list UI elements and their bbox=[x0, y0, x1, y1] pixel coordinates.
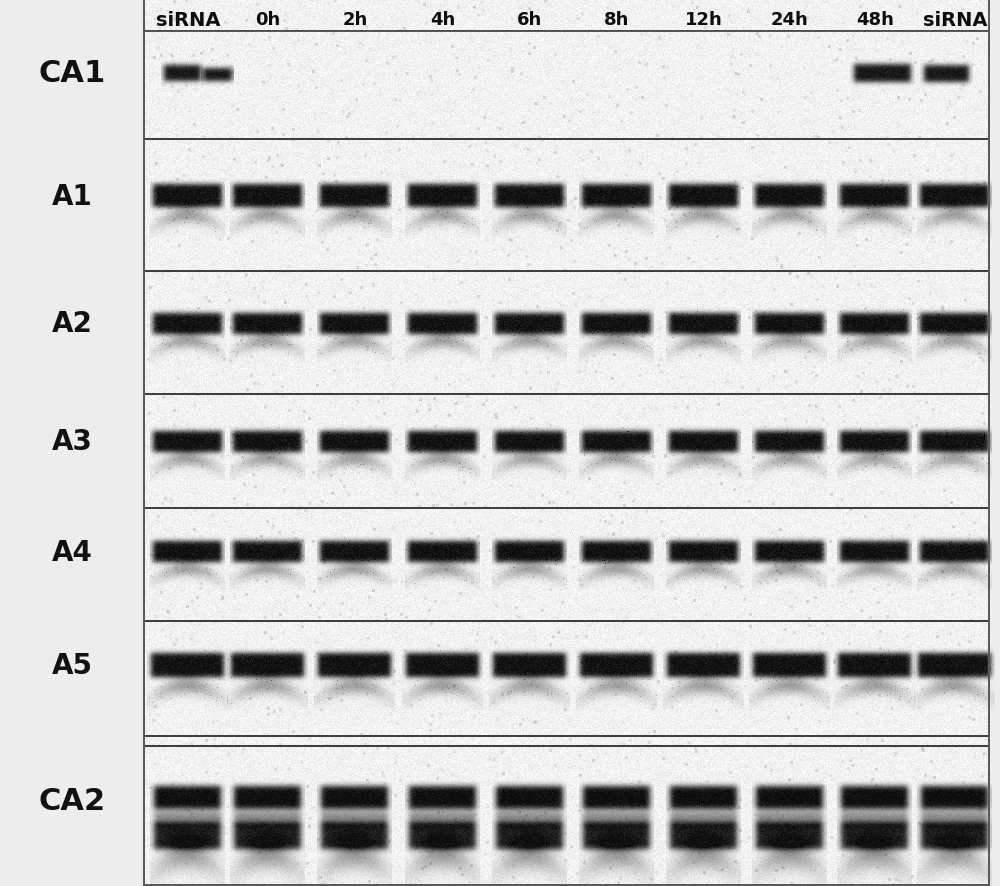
Text: CA1: CA1 bbox=[38, 58, 106, 88]
Text: 6h: 6h bbox=[517, 11, 543, 29]
Text: A3: A3 bbox=[52, 428, 92, 456]
Text: 4h: 4h bbox=[430, 11, 456, 29]
Text: 2h: 2h bbox=[342, 11, 368, 29]
Text: 48h: 48h bbox=[856, 11, 894, 29]
Text: siRNA: siRNA bbox=[156, 11, 220, 29]
Bar bbox=[0, 0, 143, 886]
Text: CA2: CA2 bbox=[38, 788, 106, 817]
Text: A4: A4 bbox=[52, 540, 92, 567]
Text: 24h: 24h bbox=[771, 11, 809, 29]
Text: 8h: 8h bbox=[604, 11, 630, 29]
Text: 12h: 12h bbox=[685, 11, 723, 29]
Text: 0h: 0h bbox=[255, 11, 281, 29]
Text: A2: A2 bbox=[52, 310, 92, 338]
Text: A1: A1 bbox=[52, 183, 92, 211]
Text: siRNA: siRNA bbox=[923, 11, 987, 29]
Text: A5: A5 bbox=[52, 652, 92, 680]
